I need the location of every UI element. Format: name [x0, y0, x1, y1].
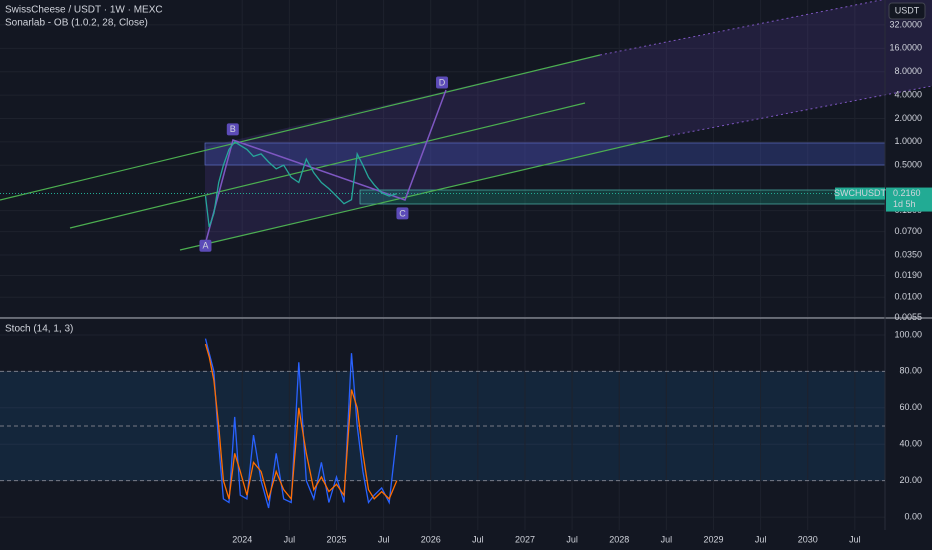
price-tag	[886, 187, 932, 212]
y-tick-label: 16.0000	[889, 43, 922, 53]
channel-line	[0, 54, 601, 201]
y-tick-label: 0.0190	[894, 270, 922, 280]
y-tick-label: 0.5000	[894, 160, 922, 170]
x-tick-label: 2027	[515, 534, 535, 544]
x-tick-label: Jul	[566, 534, 578, 544]
y-tick-label: 1.0000	[894, 136, 922, 146]
y-tick-label: 100.00	[894, 329, 922, 339]
y-tick-label: 0.00	[904, 511, 922, 521]
x-tick-label: Jul	[849, 534, 861, 544]
x-tick-label: Jul	[755, 534, 767, 544]
channel-fill	[205, 0, 932, 245]
x-tick-label: 2025	[326, 534, 346, 544]
annotation-label: A	[202, 241, 208, 251]
y-tick-label: 4.0000	[894, 89, 922, 99]
y-tick-label: 20.00	[899, 475, 922, 485]
y-tick-label: 0.0100	[894, 292, 922, 302]
y-tick-label: 0.0350	[894, 249, 922, 259]
channel-line	[69, 102, 586, 229]
annotation-marker	[436, 76, 449, 89]
stoch-title: Stoch (14, 1, 3)	[5, 324, 73, 335]
chart-title: SwissCheese / USDT · 1W · MEXC	[5, 5, 163, 16]
indicator-name: Sonarlab - OB (1.0.2, 28, Close)	[5, 18, 148, 29]
annotation-label: C	[399, 208, 406, 218]
order-block	[359, 189, 886, 205]
x-tick-label: 2026	[421, 534, 441, 544]
annotation-label: B	[230, 124, 236, 134]
symbol-label: SWCHUSDT	[834, 188, 886, 198]
series-line	[204, 141, 398, 228]
last-price-label: 0.2160	[893, 188, 921, 198]
annotation-marker	[226, 123, 239, 136]
y-tick-label: 2.0000	[894, 113, 922, 123]
annotation-label: D	[439, 77, 446, 87]
symbol-tag	[835, 187, 885, 200]
abcd-pattern	[204, 89, 447, 246]
x-tick-label: 2028	[609, 534, 629, 544]
y-tick-label: 80.00	[899, 366, 922, 376]
y-tick-label: 0.0700	[894, 226, 922, 236]
x-tick-label: Jul	[661, 534, 673, 544]
currency-button[interactable]	[888, 2, 926, 20]
x-tick-label: Jul	[378, 534, 390, 544]
x-tick-label: Jul	[472, 534, 484, 544]
x-tick-label: 2029	[703, 534, 723, 544]
y-tick-label: 60.00	[899, 402, 922, 412]
annotation-marker	[199, 239, 212, 252]
y-tick-label: 8.0000	[894, 66, 922, 76]
series-line	[204, 343, 398, 502]
y-tick-label: 32.0000	[889, 19, 922, 29]
x-tick-label: Jul	[284, 534, 296, 544]
y-tick-label: 40.00	[899, 439, 922, 449]
channel-line	[179, 135, 669, 251]
y-tick-label: 0.0055	[894, 312, 922, 322]
countdown-label: 1d 5h	[893, 199, 916, 209]
series-line	[204, 338, 398, 509]
annotation-marker	[396, 207, 409, 220]
x-tick-label: 2024	[232, 534, 252, 544]
currency[interactable]: USDT	[895, 5, 920, 15]
channel-extension	[599, 0, 884, 56]
x-tick-label: 2030	[798, 534, 818, 544]
